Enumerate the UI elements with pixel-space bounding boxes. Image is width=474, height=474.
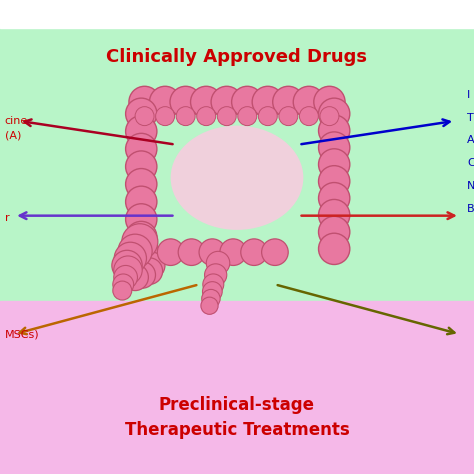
- Circle shape: [319, 216, 350, 247]
- Circle shape: [202, 282, 222, 301]
- Circle shape: [241, 239, 267, 265]
- Text: A: A: [467, 135, 474, 146]
- Bar: [0, 0, 474, 28]
- Circle shape: [113, 274, 134, 295]
- Text: MSCs): MSCs): [5, 329, 39, 339]
- Circle shape: [279, 107, 298, 126]
- Circle shape: [157, 239, 184, 265]
- Circle shape: [199, 239, 226, 265]
- Circle shape: [319, 132, 350, 163]
- Circle shape: [220, 239, 246, 265]
- Circle shape: [201, 297, 218, 314]
- Circle shape: [252, 86, 283, 118]
- Circle shape: [129, 262, 155, 288]
- Circle shape: [122, 264, 148, 291]
- Circle shape: [114, 242, 146, 274]
- Circle shape: [126, 98, 157, 129]
- Circle shape: [112, 250, 142, 281]
- Text: I: I: [467, 90, 470, 100]
- Text: T: T: [467, 112, 474, 123]
- Circle shape: [136, 245, 163, 272]
- Circle shape: [129, 86, 160, 118]
- Circle shape: [206, 251, 230, 275]
- Circle shape: [191, 86, 222, 118]
- Circle shape: [178, 239, 205, 265]
- Text: (A): (A): [5, 130, 21, 140]
- Circle shape: [155, 107, 174, 126]
- Circle shape: [319, 166, 350, 197]
- Text: Preclinical-stage
Therapeutic Treatments: Preclinical-stage Therapeutic Treatments: [125, 396, 349, 438]
- Text: cine: cine: [5, 116, 28, 126]
- Text: r: r: [5, 213, 9, 223]
- Circle shape: [319, 200, 350, 231]
- Circle shape: [273, 86, 304, 118]
- Circle shape: [203, 274, 224, 295]
- Ellipse shape: [171, 126, 303, 230]
- Circle shape: [300, 107, 319, 126]
- Circle shape: [319, 115, 350, 146]
- Circle shape: [258, 107, 277, 126]
- Circle shape: [176, 107, 195, 126]
- Circle shape: [131, 236, 158, 262]
- Circle shape: [126, 116, 157, 147]
- Text: N: N: [467, 181, 474, 191]
- Text: B: B: [467, 203, 474, 214]
- Circle shape: [262, 239, 288, 265]
- Circle shape: [136, 258, 163, 284]
- Circle shape: [126, 151, 157, 182]
- Circle shape: [126, 221, 157, 253]
- Circle shape: [202, 290, 220, 308]
- Circle shape: [114, 256, 142, 284]
- Circle shape: [126, 204, 157, 235]
- Circle shape: [138, 252, 165, 279]
- Circle shape: [126, 169, 157, 200]
- Circle shape: [205, 264, 227, 286]
- Text: C: C: [467, 158, 474, 168]
- Circle shape: [126, 133, 157, 164]
- Circle shape: [211, 86, 242, 118]
- Circle shape: [197, 107, 216, 126]
- Circle shape: [319, 233, 350, 264]
- Circle shape: [126, 186, 157, 218]
- Circle shape: [113, 281, 132, 300]
- Bar: [0, 28, 474, 301]
- Circle shape: [319, 149, 350, 180]
- Circle shape: [170, 86, 201, 118]
- Text: Clinically Approved Drugs: Clinically Approved Drugs: [107, 48, 367, 66]
- Circle shape: [238, 107, 257, 126]
- Circle shape: [314, 86, 345, 118]
- Circle shape: [293, 86, 325, 118]
- Circle shape: [319, 182, 350, 214]
- Circle shape: [118, 234, 152, 268]
- Circle shape: [135, 107, 154, 126]
- Circle shape: [232, 86, 263, 118]
- Circle shape: [114, 265, 137, 289]
- Circle shape: [149, 86, 181, 118]
- Circle shape: [217, 107, 236, 126]
- Circle shape: [122, 224, 158, 260]
- Circle shape: [320, 107, 339, 126]
- Circle shape: [319, 98, 350, 129]
- Bar: [0, 301, 474, 474]
